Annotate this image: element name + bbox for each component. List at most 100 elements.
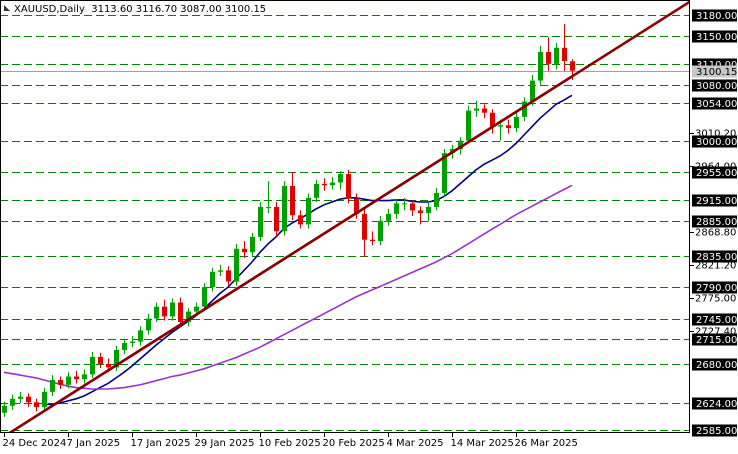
x-tick-label: 17 Jan 2025 [131,438,191,449]
candle-body [386,213,391,221]
x-tick-label: 7 Jan 2025 [67,438,121,449]
candle-body [266,206,271,208]
candle-body [122,342,127,350]
candle-body [330,182,335,186]
candle-body [378,220,383,242]
level-label: 2790.00 [696,283,737,294]
candle-body [202,287,207,307]
candle-body [82,374,87,380]
level-label: 2585.00 [696,426,737,437]
level-label-box [692,313,737,326]
candle-body [146,318,151,331]
candle-body [186,311,191,323]
x-tick-label: 24 Dec 2024 [3,438,67,449]
candle-body [546,51,551,64]
candle-body [218,270,223,272]
candle-body [234,248,239,282]
y-tick-label: 3010.20 [695,129,736,140]
level-label-box [692,135,737,148]
level-label: 3180.00 [696,11,737,22]
candle-body [466,110,471,141]
trendline [7,75,573,433]
level-label-box [692,9,737,22]
candle-body [114,349,119,368]
candle-body [562,47,567,62]
level-label: 3054.00 [696,99,737,110]
chart-title: XAUUSD,Daily 3113.60 3116.70 3087.00 310… [14,4,266,15]
candle-body [274,206,279,232]
candle-body [242,248,247,253]
candle-body [98,356,103,364]
candle-body [554,47,559,64]
candle-body [434,192,439,207]
level-label-box [692,79,737,92]
candle-body [490,112,495,127]
x-tick-label: 10 Feb 2025 [259,438,321,449]
level-label-box [692,250,737,263]
candle-body [74,376,79,380]
candle-body [106,363,111,368]
candle-body [506,125,511,129]
y-tick-label: 2775.00 [695,294,736,305]
candle-body [290,185,295,216]
level-label: 2835.00 [696,252,737,263]
candle-body [298,215,303,225]
candle-body [178,302,183,323]
level-label-box [692,97,737,110]
candle-body [18,396,23,399]
candle-body [362,213,367,240]
candle-body [426,206,431,214]
level-label-box [692,358,737,371]
level-label-box [692,397,737,410]
candle-body [162,306,167,317]
x-tick-label: 20 Feb 2025 [323,438,385,449]
candle-body [282,185,287,232]
candle-body [394,203,399,214]
candle-body [458,140,463,149]
moving-average-line [3,184,573,390]
x-tick-label: 26 Mar 2025 [515,438,578,449]
candle-body [354,198,359,214]
level-label-box [692,333,737,346]
candle-body [58,379,63,385]
candle-body [570,61,575,71]
x-tick-label: 29 Jan 2025 [195,438,255,449]
candle-body [338,174,343,183]
last-price-box [692,65,737,78]
level-label: 2955.00 [696,168,737,179]
level-label: 2680.00 [696,360,737,371]
header-icon [4,5,10,11]
level-label-box [692,215,737,228]
level-label: 2715.00 [696,335,737,346]
candle-body [2,405,7,413]
candle-body [170,302,175,317]
candle-body [250,236,255,253]
candle-body [538,51,543,81]
candle-body [90,356,95,375]
candle-body [322,183,327,186]
plot-frame [0,0,690,433]
level-label-box [692,30,737,43]
level-label: 3080.00 [696,81,737,92]
candle-body [482,108,487,113]
level-label: 2885.00 [696,217,737,228]
candle-body [194,306,199,312]
y-tick-label: 2821.20 [695,261,736,272]
candle-body [10,398,15,406]
candle-body [138,330,143,342]
candle-body [66,376,71,385]
candle-body [346,174,351,199]
candle-body [530,80,535,102]
last-price-label: 3100.15 [696,67,737,78]
candle-body [410,203,415,211]
candle-body [370,239,375,242]
level-label-box [692,166,737,179]
candle-body [26,396,31,403]
level-label: 2624.00 [696,399,737,410]
candle-body [130,341,135,343]
level-label: 2915.00 [696,196,737,207]
candle-body [258,206,263,237]
candle-body [474,108,479,111]
